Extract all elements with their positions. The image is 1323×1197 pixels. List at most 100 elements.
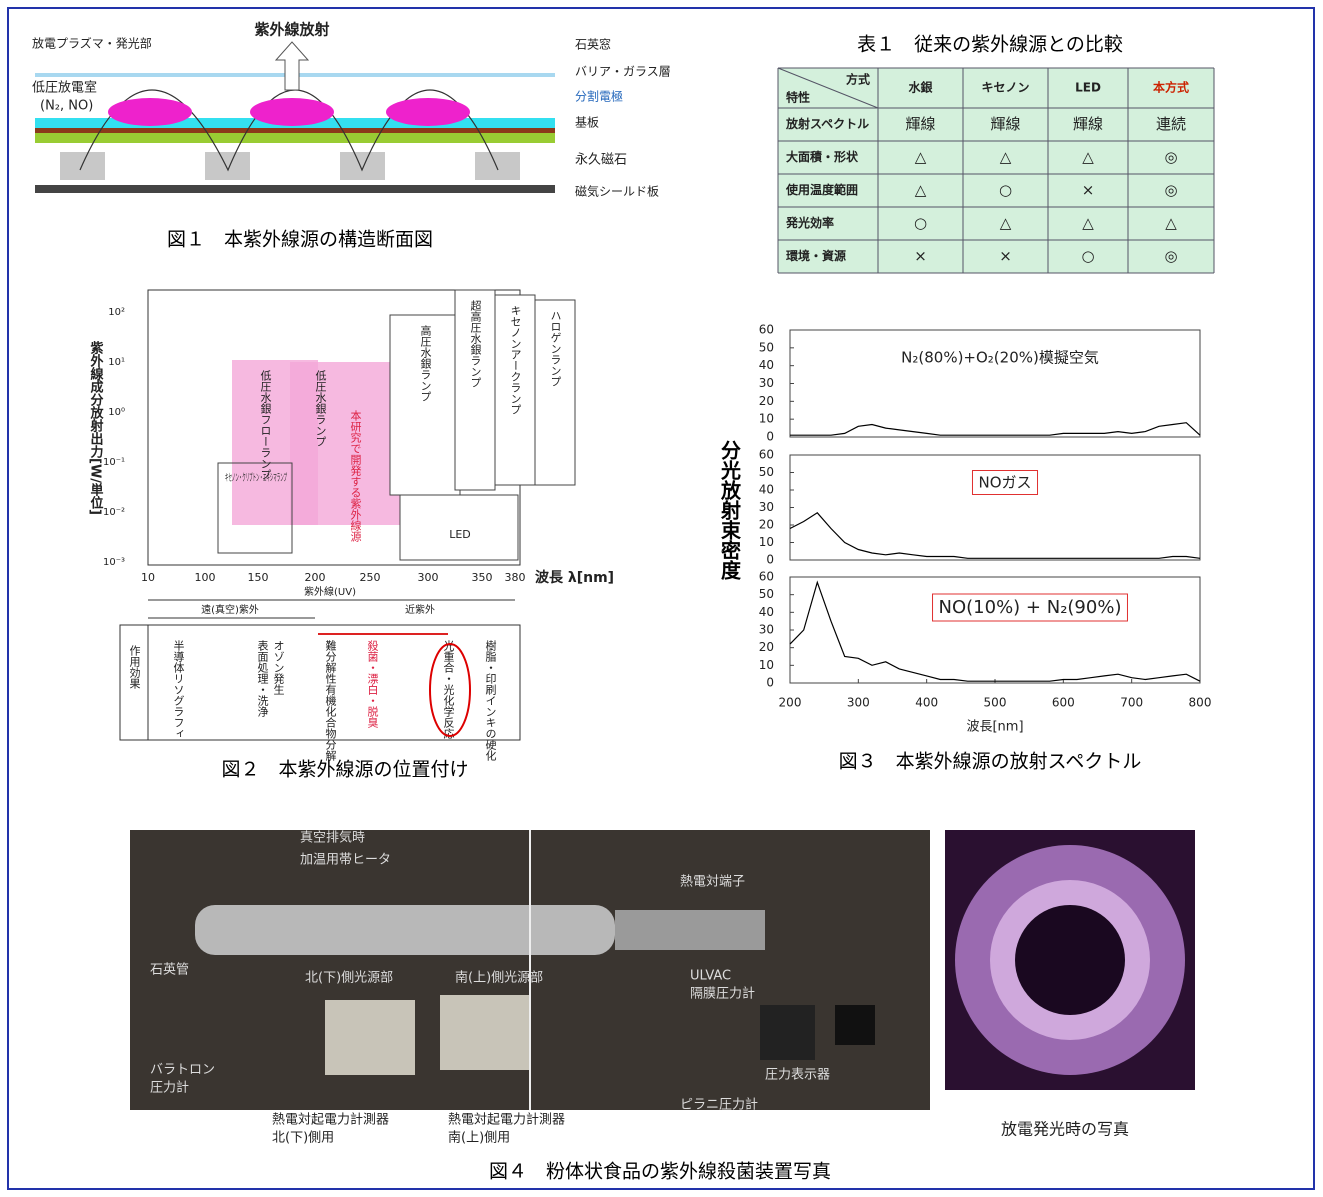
y-tick-label: 60 bbox=[759, 323, 774, 337]
box-label: 低圧水銀ランプ bbox=[314, 370, 327, 447]
meter bbox=[440, 995, 530, 1070]
annotation: NOガス bbox=[978, 474, 1031, 492]
table-cell: △ bbox=[1165, 214, 1177, 232]
caption: 図２ 本紫外線源の位置付け bbox=[221, 759, 468, 781]
box-label: キセノンアークランプ bbox=[509, 305, 522, 415]
caption: 図１ 本紫外線源の構造断面図 bbox=[167, 229, 433, 251]
label: 低圧放電室 bbox=[32, 80, 97, 96]
table-cell: ○ bbox=[914, 214, 927, 232]
x-tick-label: 10 bbox=[141, 571, 155, 584]
label: 南(上)側用 bbox=[448, 1130, 510, 1146]
glow-center bbox=[1015, 905, 1125, 1015]
label: 南(上)側光源部 bbox=[455, 970, 543, 986]
y-tick-label: 20 bbox=[759, 394, 774, 408]
table-cell: × bbox=[999, 247, 1012, 265]
x-tick-label: 700 bbox=[1120, 696, 1143, 710]
header-cell: 水銀 bbox=[908, 80, 932, 95]
magnet bbox=[340, 152, 385, 180]
label: 北(下)側用 bbox=[272, 1131, 334, 1146]
header-cell: LED bbox=[1075, 81, 1101, 95]
box-label: 超高圧水銀ランプ bbox=[469, 299, 482, 388]
table-cell: 輝線 bbox=[905, 115, 935, 133]
label: 圧力表示器 bbox=[765, 1068, 830, 1083]
y-tick-label: 50 bbox=[759, 587, 774, 601]
y-tick-label: 30 bbox=[759, 376, 774, 390]
label: 熱電対起電力計測器 bbox=[448, 1112, 565, 1128]
y-tick-label: 10¹ bbox=[108, 357, 125, 368]
plot-frame bbox=[790, 330, 1200, 437]
label: 隔膜圧力計 bbox=[690, 986, 755, 1002]
x-tick-label: 600 bbox=[1052, 696, 1075, 710]
table-cell: △ bbox=[1000, 148, 1012, 166]
y-tick-label: 10 bbox=[759, 658, 774, 672]
x-tick-label: 250 bbox=[360, 571, 381, 584]
table-title: 表１ 従来の紫外線源との比較 bbox=[857, 34, 1123, 56]
table-cell: ◎ bbox=[1164, 247, 1177, 265]
y-tick-label: 10 bbox=[759, 535, 774, 549]
label: バリア・ガラス層 bbox=[575, 65, 671, 79]
x-tick-label: 150 bbox=[248, 571, 269, 584]
table-cell: 大面積・形状 bbox=[786, 149, 859, 164]
annotation: N₂(80%)+O₂(20%)模擬空気 bbox=[901, 349, 1099, 367]
axis-title: 紫外線成分放射出力[W/単位] bbox=[88, 340, 105, 515]
table-cell: 発光効率 bbox=[785, 215, 834, 230]
table-cell: ○ bbox=[1081, 247, 1094, 265]
header-cell: 特性 bbox=[786, 90, 810, 105]
y-tick-label: 30 bbox=[759, 500, 774, 514]
table-cell: × bbox=[914, 247, 927, 265]
x-tick-label: 350 bbox=[472, 571, 493, 584]
y-tick-label: 10 bbox=[759, 412, 774, 426]
header-cell: 方式 bbox=[846, 72, 870, 87]
band-label: 遠(真空)紫外 bbox=[201, 603, 259, 616]
table-cell: 輝線 bbox=[1073, 115, 1103, 133]
spectrum-line bbox=[790, 423, 1200, 436]
meter bbox=[325, 1000, 415, 1075]
table-cell: × bbox=[1082, 181, 1095, 199]
x-tick-label: 300 bbox=[418, 571, 439, 584]
header-cell: 本方式 bbox=[1153, 80, 1189, 95]
y-tick-label: 10² bbox=[108, 307, 125, 318]
y-tick-label: 60 bbox=[759, 448, 774, 462]
table-cell: ◎ bbox=[1164, 181, 1177, 199]
label: 真空排気時 bbox=[300, 830, 365, 846]
band-label: 近紫外 bbox=[405, 603, 435, 616]
x-axis-title: 波長[nm] bbox=[966, 720, 1023, 735]
table-cell: 輝線 bbox=[990, 115, 1020, 133]
effect-label: 難分解性有機化合物分解 bbox=[324, 640, 337, 762]
y-tick-label: 10⁰ bbox=[108, 407, 125, 418]
photo-label: 放電発光時の写真 bbox=[1001, 1120, 1129, 1139]
y-tick-label: 40 bbox=[759, 483, 774, 497]
heading: 紫外線放射 bbox=[254, 21, 329, 39]
spectrum-line bbox=[790, 513, 1200, 559]
table-cell: 環境・資源 bbox=[786, 248, 846, 263]
y-tick-label: 50 bbox=[759, 340, 774, 354]
effect-label: 表面処理・洗浄 bbox=[256, 639, 269, 718]
label: 圧力計 bbox=[150, 1080, 189, 1096]
caption: 図４ 粉体状食品の紫外線殺菌装置写真 bbox=[489, 1161, 831, 1183]
y-tick-label: 20 bbox=[759, 640, 774, 654]
x-tick-label: 800 bbox=[1189, 696, 1212, 710]
annotation: NO(10%) + N₂(90%) bbox=[939, 597, 1122, 618]
figure-3: 分光放射束密度 図３ 本紫外線源の放射スペクトル 0102030405060N₂… bbox=[718, 323, 1212, 773]
box-label: 本研究で開発する紫外線源 bbox=[349, 409, 362, 543]
x-tick-label: 380 bbox=[505, 571, 526, 584]
y-tick-label: 0 bbox=[766, 553, 774, 567]
x-tick-label: 400 bbox=[915, 696, 938, 710]
table-cell: 使用温度範囲 bbox=[785, 182, 858, 197]
tube bbox=[195, 905, 615, 955]
figure-1: 紫外線放射 放電プラズマ・発光部 石英窓 バリア・ガラス層 低圧放電室 (N₂,… bbox=[32, 21, 671, 251]
table-cell: △ bbox=[915, 181, 927, 199]
magnet bbox=[475, 152, 520, 180]
table-cell: △ bbox=[1082, 148, 1094, 166]
label: 基板 bbox=[575, 116, 599, 130]
axis-title: 波長 λ[nm] bbox=[535, 569, 614, 586]
table-cell: ○ bbox=[999, 181, 1012, 199]
table-1: 表１ 従来の紫外線源との比較 方式特性水銀キセノンLED本方式放射スペクトル輝線… bbox=[778, 34, 1214, 274]
table-cell: ◎ bbox=[1164, 148, 1177, 166]
box-label: 高圧水銀ランプ bbox=[419, 324, 432, 402]
y-tick-label: 0 bbox=[766, 430, 774, 444]
effect-label: 光重合・光化学反応 bbox=[442, 639, 455, 739]
x-tick-label: 300 bbox=[847, 696, 870, 710]
magnet bbox=[205, 152, 250, 180]
caption: 図３ 本紫外線源の放射スペクトル bbox=[839, 751, 1142, 773]
